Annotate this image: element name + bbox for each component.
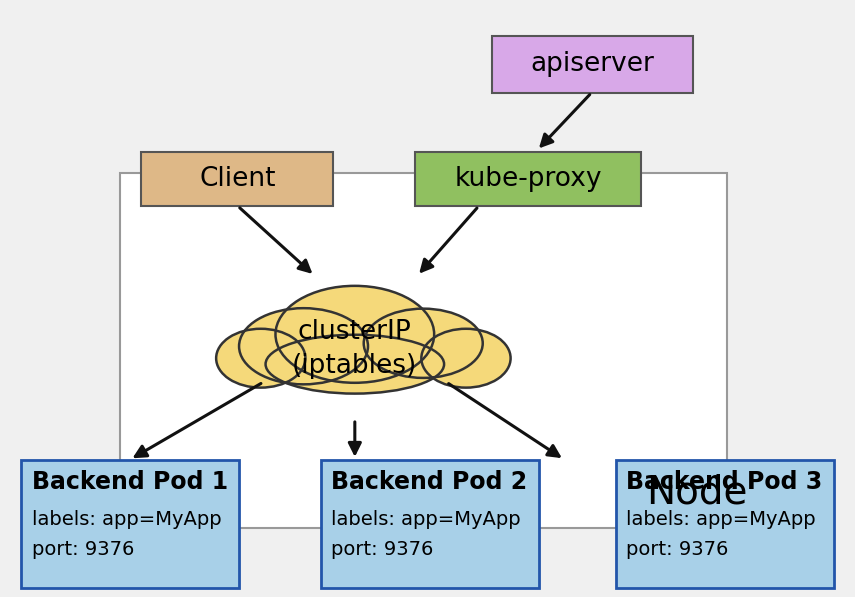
Text: labels: app=MyApp: labels: app=MyApp: [32, 510, 221, 530]
Text: port: 9376: port: 9376: [626, 540, 728, 559]
Text: Backend Pod 3: Backend Pod 3: [626, 470, 823, 494]
Text: labels: app=MyApp: labels: app=MyApp: [331, 510, 521, 530]
FancyBboxPatch shape: [141, 152, 333, 206]
Ellipse shape: [363, 309, 483, 378]
Text: clusterIP
(iptables): clusterIP (iptables): [292, 319, 417, 379]
Text: apiserver: apiserver: [530, 51, 654, 77]
Text: port: 9376: port: 9376: [32, 540, 134, 559]
Text: Backend Pod 2: Backend Pod 2: [331, 470, 527, 494]
FancyBboxPatch shape: [415, 152, 641, 206]
Text: Backend Pod 1: Backend Pod 1: [32, 470, 227, 494]
Ellipse shape: [266, 335, 444, 393]
Text: Node: Node: [646, 473, 747, 512]
FancyBboxPatch shape: [616, 460, 834, 588]
Text: labels: app=MyApp: labels: app=MyApp: [626, 510, 816, 530]
Ellipse shape: [422, 329, 510, 387]
Text: Client: Client: [199, 166, 275, 192]
Text: port: 9376: port: 9376: [331, 540, 433, 559]
FancyBboxPatch shape: [321, 460, 539, 588]
Ellipse shape: [239, 308, 368, 384]
Text: kube-proxy: kube-proxy: [454, 166, 602, 192]
FancyBboxPatch shape: [21, 460, 239, 588]
FancyBboxPatch shape: [492, 36, 693, 93]
Ellipse shape: [216, 329, 305, 387]
Ellipse shape: [275, 286, 434, 383]
FancyBboxPatch shape: [120, 173, 727, 528]
